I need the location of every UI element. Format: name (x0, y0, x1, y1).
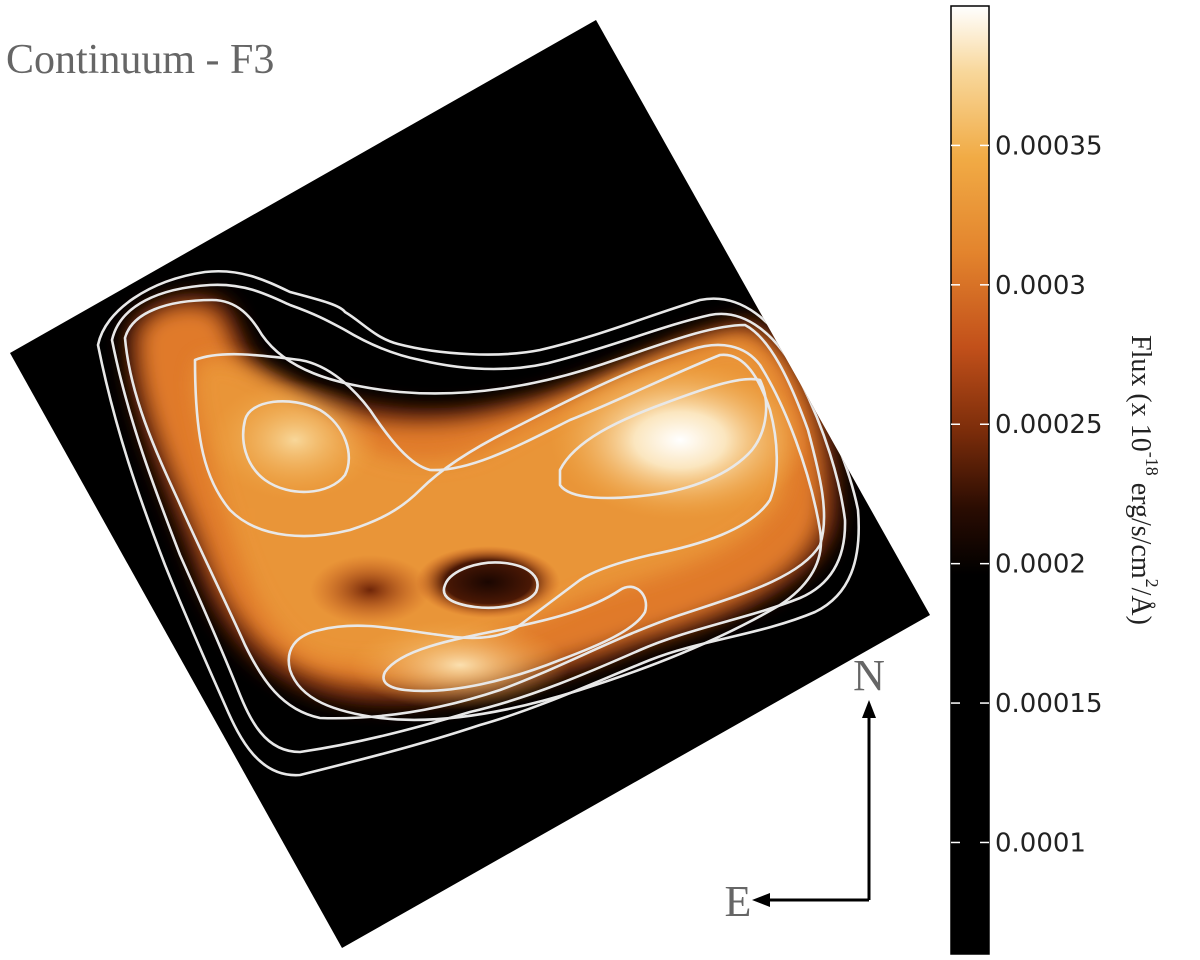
east-label: E (725, 877, 752, 926)
colorbar-ticks: 0.0001 0.00015 0.0002 0.00025 0.0003 0.00035 (951, 131, 1103, 858)
chart-title: Continuum - F3 (6, 37, 274, 83)
colorbar (950, 5, 990, 955)
colorbar-label-sq: 2 (1142, 579, 1162, 588)
compass: N E (725, 651, 885, 926)
contour-mid-outer (123, 298, 826, 720)
dark-patch-left (310, 555, 430, 625)
contour-peak-west (558, 377, 768, 500)
contour-peak-east (241, 399, 351, 494)
contour-outer-2 (110, 283, 847, 754)
contours (96, 269, 860, 777)
north-arrowhead (862, 700, 876, 718)
peak-east (210, 380, 380, 500)
colorbar-tick-label: 0.0001 (995, 828, 1086, 858)
emission-map (96, 269, 860, 777)
colorbar-tick-label: 0.00025 (995, 410, 1103, 440)
colorbar-tick-label: 0.00015 (995, 689, 1103, 719)
contour-peak-south (382, 585, 648, 693)
colorbar-label: Flux (x 10-18 erg/s/cm2/Å) (1125, 335, 1162, 625)
colorbar-tick-label: 0.0002 (995, 550, 1086, 580)
contour-outer-1 (96, 269, 860, 777)
colorbar-tick-label: 0.0003 (995, 271, 1086, 301)
contour-mid-inner (193, 343, 823, 722)
colorbar-label-exponent: -18 (1142, 452, 1162, 476)
peak-south (350, 620, 570, 710)
east-arrowhead (752, 893, 770, 907)
contour-central-hole (442, 561, 539, 609)
colorbar-tick-label: 0.00035 (995, 131, 1103, 161)
north-label: N (853, 651, 885, 700)
colorbar-label-suffix: /Å) (1125, 588, 1156, 625)
colorbar-label-middle: erg/s/cm (1125, 476, 1156, 579)
colorbar-label-prefix: Flux (x 10 (1125, 335, 1156, 452)
